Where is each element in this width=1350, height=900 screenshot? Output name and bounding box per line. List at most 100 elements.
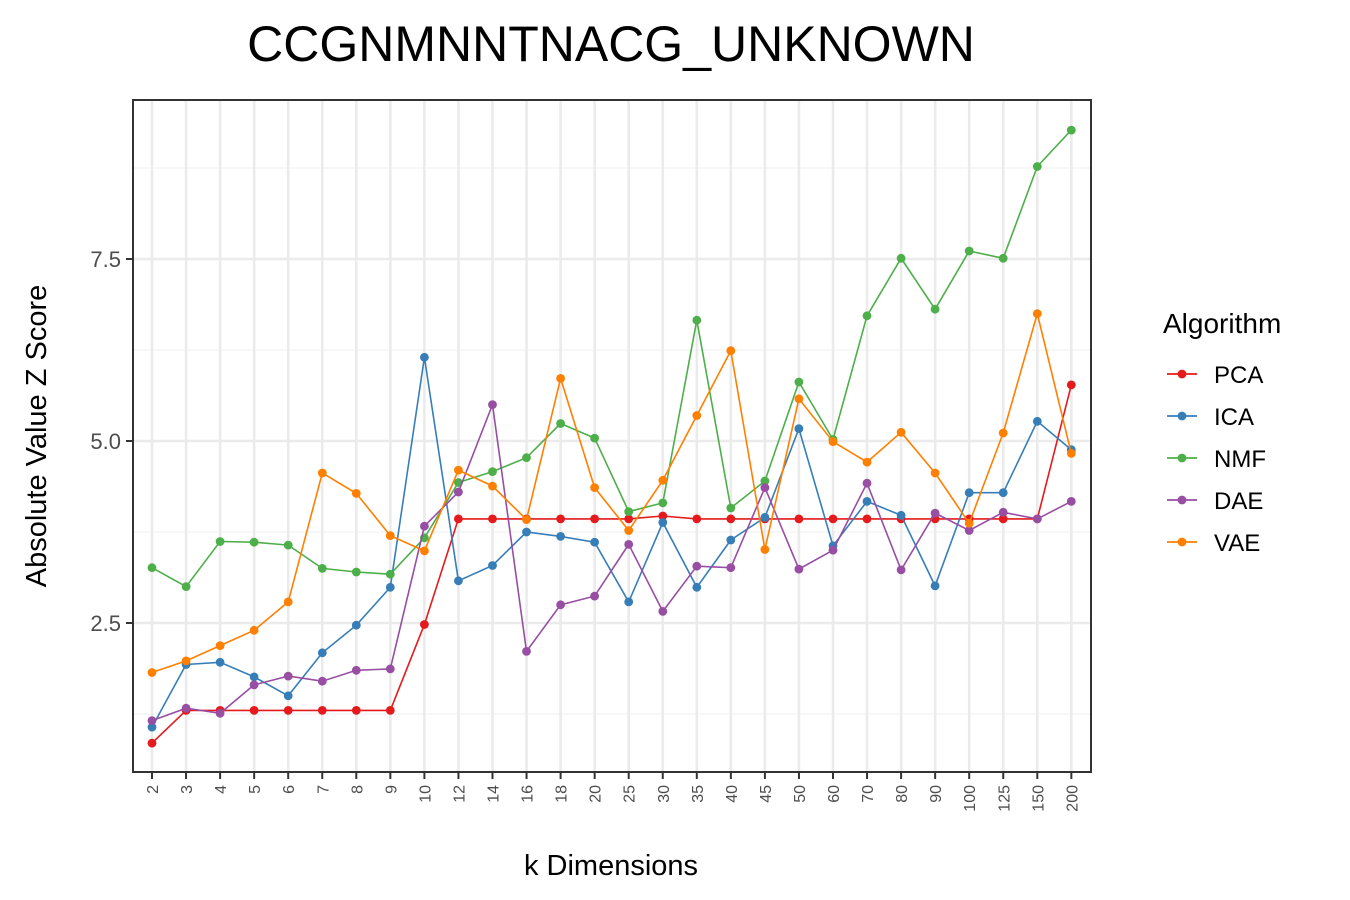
- data-point: [284, 706, 293, 715]
- x-tick-label: 200: [1064, 785, 1081, 812]
- x-tick-label: 50: [792, 785, 809, 803]
- data-point: [863, 515, 872, 524]
- data-point: [965, 488, 974, 497]
- x-tick-label: 9: [383, 785, 400, 794]
- data-point: [284, 541, 293, 550]
- data-point: [863, 458, 872, 467]
- y-tick-label: 5.0: [90, 429, 121, 454]
- data-point: [726, 515, 735, 524]
- data-point: [795, 424, 804, 433]
- data-point: [1067, 126, 1076, 135]
- data-point: [420, 353, 429, 362]
- data-point: [522, 647, 531, 656]
- data-point: [352, 706, 361, 715]
- data-point: [216, 641, 225, 650]
- x-tick-label: 80: [894, 785, 911, 803]
- data-point: [148, 668, 157, 677]
- y-tick-label: 2.5: [90, 611, 121, 636]
- legend-label: NMF: [1214, 446, 1266, 473]
- data-point: [863, 311, 872, 320]
- x-tick-label: 35: [690, 785, 707, 803]
- data-point: [692, 316, 701, 325]
- data-point: [965, 247, 974, 256]
- x-tick-label: 20: [588, 785, 605, 803]
- x-tick-label: 7: [315, 785, 332, 794]
- data-point: [1033, 162, 1042, 171]
- data-point: [556, 532, 565, 541]
- data-point: [624, 598, 633, 607]
- data-point: [420, 547, 429, 556]
- x-tick-label: 40: [724, 785, 741, 803]
- data-point: [658, 518, 667, 527]
- grid: [133, 100, 1091, 772]
- x-tick-label: 14: [486, 785, 503, 803]
- data-point: [863, 497, 872, 506]
- data-point: [488, 482, 497, 491]
- data-point: [624, 507, 633, 516]
- legend-marker: [1178, 454, 1187, 463]
- x-tick-label: 8: [349, 785, 366, 794]
- legend-marker: [1178, 496, 1187, 505]
- x-tick-label: 60: [826, 785, 843, 803]
- data-point: [216, 658, 225, 667]
- x-tick-label: 6: [281, 785, 298, 794]
- data-point: [692, 562, 701, 571]
- data-point: [522, 515, 531, 524]
- data-point: [726, 563, 735, 572]
- legend-label: VAE: [1214, 530, 1260, 557]
- data-point: [931, 469, 940, 478]
- data-point: [386, 706, 395, 715]
- data-point: [284, 672, 293, 681]
- legend-title: Algorithm: [1163, 308, 1281, 339]
- x-tick-label: 4: [213, 785, 230, 794]
- data-point: [454, 576, 463, 585]
- data-point: [726, 504, 735, 513]
- x-tick-label: 45: [758, 785, 775, 803]
- data-point: [658, 607, 667, 616]
- data-point: [318, 706, 327, 715]
- data-point: [182, 657, 191, 666]
- data-point: [250, 681, 259, 690]
- data-point: [624, 540, 633, 549]
- data-point: [590, 483, 599, 492]
- data-point: [1033, 515, 1042, 524]
- data-point: [454, 466, 463, 475]
- legend-label: ICA: [1214, 404, 1254, 431]
- x-tick-label: 90: [928, 785, 945, 803]
- x-tick-label: 100: [962, 785, 979, 812]
- data-point: [216, 709, 225, 718]
- data-point: [897, 511, 906, 520]
- legend-marker: [1178, 538, 1187, 547]
- data-point: [250, 673, 259, 682]
- data-point: [216, 537, 225, 546]
- data-point: [726, 346, 735, 355]
- data-point: [556, 600, 565, 609]
- legend-item-pca: PCA: [1167, 362, 1263, 389]
- data-point: [590, 515, 599, 524]
- x-tick-label: 30: [656, 785, 673, 803]
- x-tick-label: 25: [622, 785, 639, 803]
- data-point: [250, 626, 259, 635]
- data-point: [386, 531, 395, 540]
- data-point: [386, 570, 395, 579]
- x-tick-label: 125: [996, 785, 1013, 812]
- y-axis-title: Absolute Value Z Score: [21, 285, 53, 588]
- data-point: [488, 515, 497, 524]
- data-point: [284, 598, 293, 607]
- data-point: [590, 592, 599, 601]
- data-point: [658, 499, 667, 508]
- data-point: [829, 515, 838, 524]
- x-axis-title: k Dimensions: [524, 850, 698, 882]
- x-tick-label: 3: [179, 785, 196, 794]
- data-point: [726, 536, 735, 545]
- chart-title: CCGNMNNTNACG_UNKNOWN: [247, 16, 975, 72]
- data-point: [897, 566, 906, 575]
- data-point: [590, 434, 599, 443]
- data-point: [999, 254, 1008, 263]
- data-point: [897, 254, 906, 263]
- data-point: [829, 546, 838, 555]
- data-point: [352, 489, 361, 498]
- data-point: [352, 621, 361, 630]
- data-point: [1033, 309, 1042, 318]
- data-point: [795, 565, 804, 574]
